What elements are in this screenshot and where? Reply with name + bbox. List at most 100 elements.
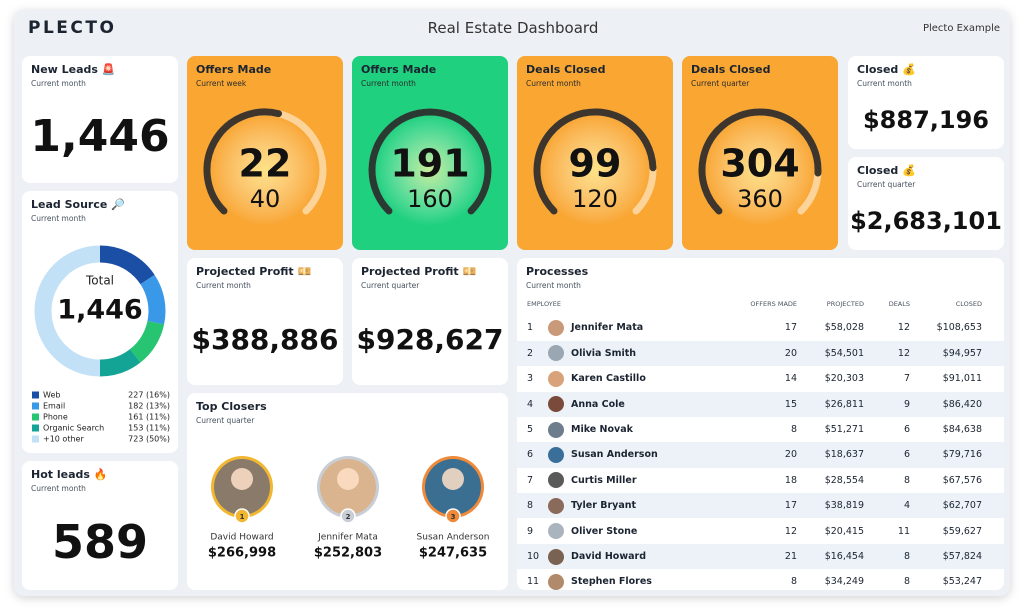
legend-name: Phone [43, 413, 68, 422]
legend-name: Email [43, 402, 65, 411]
gauge-target: 360 [737, 185, 783, 213]
donut-segment [129, 320, 165, 363]
table-row[interactable]: 4 Anna Cole 15 $26,811 9 $86,420 [517, 391, 1004, 417]
table-row[interactable]: 5 Mike Novak 8 $51,271 6 $84,638 [517, 417, 1004, 442]
employee-name: Jennifer Mata [571, 322, 644, 334]
kpi-value: $887,196 [862, 106, 989, 134]
employee-name: Mike Novak [571, 423, 633, 435]
row-rank: 10 [527, 550, 540, 562]
table-row[interactable]: 10 David Howard 21 $16,454 8 $57,824 [517, 543, 1004, 570]
table-row[interactable]: 9 Oliver Stone 12 $20,415 11 $59,627 [517, 519, 1004, 544]
row-rank: 8 [527, 500, 534, 512]
employee-avatar [548, 523, 564, 540]
closed: $57,824 [942, 550, 982, 562]
legend-name: Web [43, 391, 60, 400]
gauge-glow [539, 114, 651, 226]
projected: $18,637 [824, 449, 864, 461]
card-subtitle: Current quarter [857, 180, 916, 189]
rank-badge [445, 508, 461, 524]
column-header: PROJECTED [826, 300, 864, 308]
gauge-card[interactable]: Offers Made Current week 22 40 [187, 56, 343, 250]
deals: 6 [903, 449, 910, 461]
table-row[interactable]: 3 Karen Castillo 14 $20,303 7 $91,011 [517, 366, 1004, 391]
row-rank: 2 [527, 347, 534, 359]
legend-swatch [32, 402, 39, 410]
closed-card[interactable]: Closed 💰 Current quarter $2,683,101 [848, 157, 1004, 250]
closer-amount: $252,803 [314, 546, 382, 561]
row-rank: 3 [527, 373, 534, 385]
card-title: Deals Closed [691, 63, 771, 76]
card-title: New Leads 🚨 [31, 63, 116, 76]
gauge-fill [368, 108, 492, 215]
projected-profit-card[interactable]: Projected Profit 💴 Current quarter $928,62… [352, 258, 508, 385]
closed: $67,576 [942, 474, 982, 486]
rank-number: 1 [240, 513, 245, 521]
legend-name: +10 other [43, 435, 84, 444]
gauge-value: 191 [390, 142, 469, 186]
closer-name: Susan Anderson [417, 533, 490, 543]
logo[interactable]: PLECTO [28, 18, 117, 38]
avatar-head [337, 468, 359, 490]
gauge-value: 22 [239, 142, 292, 186]
card-title: Lead Source 🔎 [31, 198, 125, 211]
gauge-fill [203, 108, 283, 215]
card-subtitle: Current quarter [361, 281, 420, 290]
gauge-fill [698, 108, 822, 215]
employee-avatar [548, 573, 564, 590]
employee-name: Olivia Smith [571, 347, 637, 359]
kpi-value: 589 [51, 515, 149, 569]
table-row[interactable]: 2 Olivia Smith 20 $54,501 12 $94,957 [517, 340, 1004, 367]
new-leads-card[interactable]: New Leads 🚨 Current month 1,446 [22, 56, 178, 183]
donut-segment [140, 274, 166, 325]
card-title: Offers Made [196, 63, 272, 76]
closed: $53,247 [942, 576, 982, 588]
row-rank: 11 [527, 576, 540, 588]
legend-value: 161 (11%) [128, 413, 170, 422]
row-rank: 1 [527, 322, 534, 334]
table-row[interactable]: 6 Susan Anderson 20 $18,637 6 $79,716 [517, 442, 1004, 468]
table-row[interactable]: 7 Curtis Miller 18 $28,554 8 $67,576 [517, 468, 1004, 493]
employee-name: Curtis Miller [571, 474, 637, 486]
dashboard-title: Real Estate Dashboard [427, 19, 599, 37]
card-subtitle: Current quarter [196, 416, 255, 425]
closed-card[interactable]: Closed 💰 Current month $887,196 [848, 56, 1004, 149]
table-row[interactable]: 1 Jennifer Mata 17 $58,028 12 $108,653 [517, 315, 1004, 340]
closer-name: David Howard [210, 533, 273, 543]
legend-value: 182 (13%) [128, 402, 170, 411]
top-closers-card[interactable]: Top Closers Current quarter 1 David Howar… [187, 393, 508, 590]
processes-card[interactable]: Processes Current month EMPLOYEE OFFERS M… [517, 258, 1004, 590]
lead-source-card[interactable]: Lead Source 🔎 Current month Total 1,446 … [22, 191, 178, 453]
card-subtitle: Current month [196, 281, 251, 290]
hot-leads-card[interactable]: Hot leads 🔥 Current month 589 [22, 461, 178, 590]
deals: 6 [903, 423, 910, 435]
offers-made: 8 [790, 576, 797, 588]
row-rank: 6 [527, 449, 534, 461]
offers-made: 17 [784, 500, 797, 512]
deals: 11 [897, 525, 910, 537]
employee-avatar [548, 472, 564, 489]
projected-profit-card[interactable]: Projected Profit 💴 Current month $388,886 [187, 258, 343, 385]
gauge-card[interactable]: Deals Closed Current month 99 120 [517, 56, 673, 250]
deals: 12 [897, 347, 910, 359]
legend-swatch [32, 391, 39, 399]
gauge-card[interactable]: Offers Made Current month 191 160 [352, 56, 508, 250]
row-rank: 4 [527, 398, 534, 410]
gauge-glow [374, 114, 486, 226]
legend-swatch [32, 413, 39, 421]
rank-badge [234, 508, 250, 524]
card-subtitle: Current month [526, 281, 581, 290]
projected: $20,303 [824, 373, 864, 385]
account-name[interactable]: Plecto Example [922, 23, 1000, 34]
legend-value: 153 (11%) [128, 424, 170, 433]
column-header: CLOSED [955, 300, 982, 308]
kpi-value: $2,683,101 [850, 207, 1002, 235]
gauge-glow [704, 114, 816, 226]
donut-segment [99, 245, 155, 285]
card-subtitle: Current month [31, 214, 86, 223]
table-row[interactable]: 8 Tyler Bryant 17 $38,819 4 $62,707 [517, 493, 1004, 519]
table-row[interactable]: 11 Stephen Flores 8 $34,249 8 $53,247 [517, 569, 1004, 590]
projected: $54,501 [824, 347, 864, 359]
gauge-card[interactable]: Deals Closed Current quarter 304 360 [682, 56, 838, 250]
kpi-value: $388,886 [191, 323, 339, 356]
